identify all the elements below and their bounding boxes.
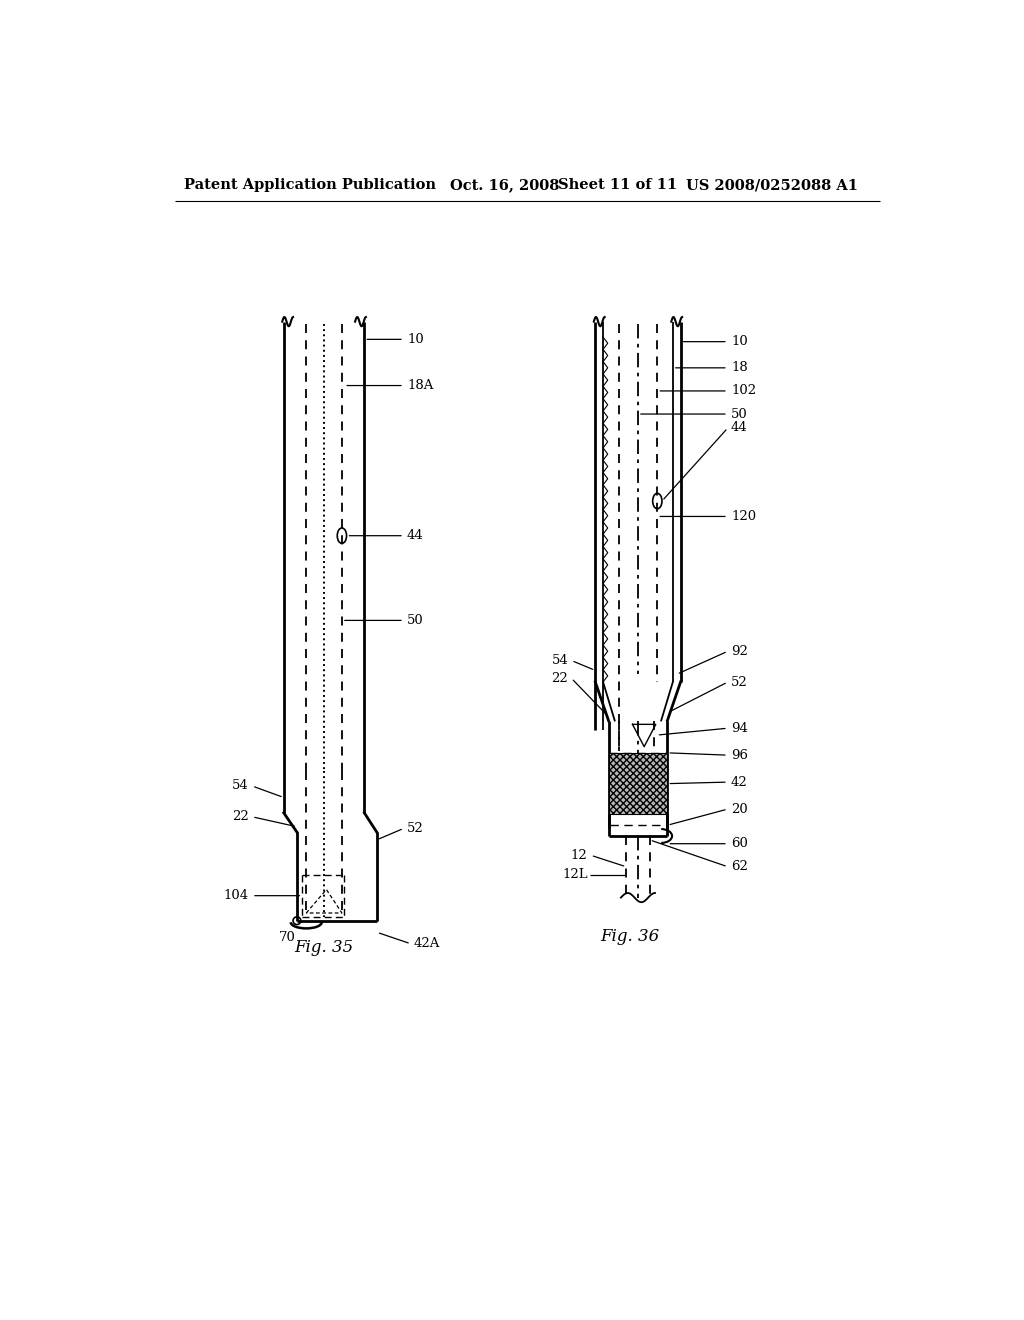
Text: 42A: 42A [414,937,440,950]
Text: 92: 92 [731,644,748,657]
Text: 50: 50 [731,408,748,421]
Text: US 2008/0252088 A1: US 2008/0252088 A1 [686,178,858,193]
Text: 104: 104 [224,890,249,902]
Text: 44: 44 [731,421,748,434]
Text: 22: 22 [552,672,568,685]
Text: 44: 44 [407,529,424,543]
Text: 54: 54 [232,779,249,792]
Text: 102: 102 [731,384,756,397]
Text: Fig. 35: Fig. 35 [295,939,353,956]
Text: 12: 12 [570,849,588,862]
Text: 60: 60 [731,837,748,850]
Text: Patent Application Publication: Patent Application Publication [183,178,436,193]
Text: 120: 120 [731,510,756,523]
Text: 22: 22 [232,810,249,824]
Text: 94: 94 [731,722,748,735]
Text: 50: 50 [407,614,424,627]
Text: 52: 52 [731,676,748,689]
Text: 42: 42 [731,776,748,788]
Text: 18: 18 [731,362,748,375]
Text: Sheet 11 of 11: Sheet 11 of 11 [558,178,677,193]
Text: Oct. 16, 2008: Oct. 16, 2008 [450,178,559,193]
Text: 70: 70 [279,931,295,944]
Text: 96: 96 [731,748,748,762]
Text: Fig. 36: Fig. 36 [600,928,659,945]
Bar [609,752,667,814]
Text: 52: 52 [407,822,424,834]
Text: 20: 20 [731,803,748,816]
Text: 18A: 18A [407,379,433,392]
Text: 54: 54 [552,653,568,667]
Text: 10: 10 [731,335,748,348]
Text: 62: 62 [731,861,748,874]
Text: 12L: 12L [562,869,588,880]
Text: 10: 10 [407,333,424,346]
